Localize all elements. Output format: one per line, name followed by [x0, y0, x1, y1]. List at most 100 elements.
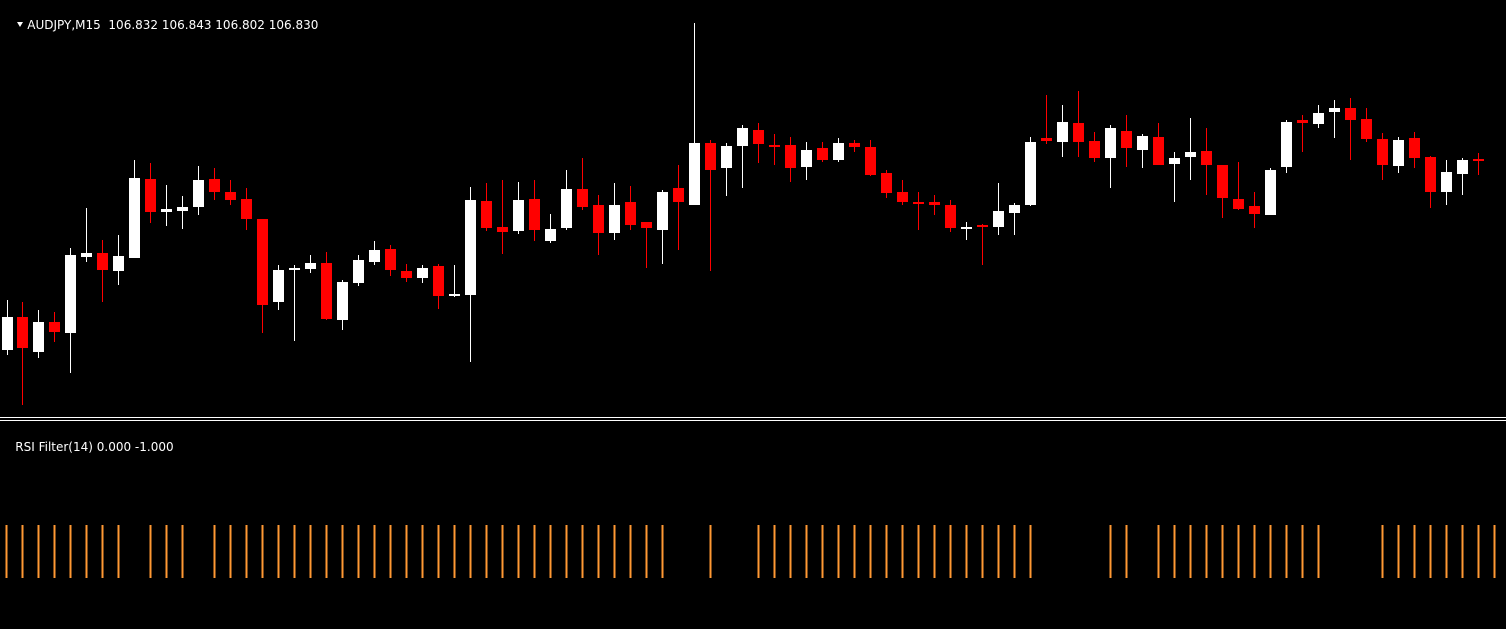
candle-body-bull [1393, 140, 1404, 166]
candle-body-bear [529, 199, 540, 230]
candle-body-bull [961, 227, 972, 229]
candle-body-bull [545, 229, 556, 241]
candle-body-bull [1457, 160, 1468, 174]
candle-body-bear [1297, 120, 1308, 123]
candle-body-bear [1041, 138, 1052, 141]
candle-body-bull [417, 268, 428, 278]
candle-body-bull [721, 146, 732, 168]
candle-body-bear [1153, 137, 1164, 165]
candle-body-bear [753, 130, 764, 144]
candle-body-bull [113, 256, 124, 271]
candle-body-bull [1265, 170, 1276, 215]
candle-body-bull [305, 263, 316, 269]
candle-body-bull [465, 200, 476, 295]
candle-body-bear [641, 222, 652, 228]
candle-body-bear [1425, 157, 1436, 192]
candle-body-bear [225, 192, 236, 200]
candle-body-bear [145, 179, 156, 212]
candle-body-bull [161, 209, 172, 212]
candle-body-bear [625, 202, 636, 225]
triangle-down-icon [17, 22, 24, 27]
candle-body-bear [241, 199, 252, 219]
candle-body-bear [929, 202, 940, 205]
candle-body-bull [33, 322, 44, 352]
candle-body-bull [337, 282, 348, 320]
candle-body-bull [2, 317, 13, 350]
price-window-header: AUDJPY,M15 106.832 106.843 106.802 106.8… [2, 4, 318, 46]
candle-body-bear [1121, 131, 1132, 148]
candle-body-bear [1217, 165, 1228, 198]
candle-body-bear [1249, 206, 1260, 214]
candle-body-bear [1473, 159, 1484, 161]
candle-body-bear [865, 147, 876, 175]
candle-body-bull [561, 189, 572, 228]
candle-body-bear [433, 266, 444, 296]
candle-body-bear [1201, 151, 1212, 165]
candle-body-bull [513, 200, 524, 231]
candle-body-bear [673, 188, 684, 202]
candle-body-bull [1009, 205, 1020, 213]
indicator-title: RSI Filter(14) 0.000 -1.000 [15, 440, 174, 454]
candle-body-bear [321, 263, 332, 319]
candle-body-bear [897, 192, 908, 202]
candle-body-bull [1329, 108, 1340, 112]
candle-body-bull [801, 150, 812, 167]
candle-body-bull [273, 270, 284, 302]
candle-body-bear [97, 253, 108, 270]
candle-body-bear [881, 173, 892, 193]
candle-body-bear [401, 271, 412, 278]
candle-body-bull [609, 205, 620, 233]
candle-body-bull [449, 294, 460, 296]
candle-body-bull [1057, 122, 1068, 142]
candle-body-bear [1233, 199, 1244, 209]
candle-body-bull [833, 143, 844, 160]
candle-body-bear [705, 143, 716, 170]
candle-body-bear [577, 189, 588, 207]
candle-body-bull [369, 250, 380, 262]
candle-body-bull [1137, 136, 1148, 150]
symbol-timeframe: AUDJPY,M15 [27, 18, 101, 32]
candle-body-bear [1073, 123, 1084, 142]
candle-body-bear [945, 205, 956, 228]
candle-body-bull [129, 178, 140, 258]
candle-body-bull [689, 143, 700, 205]
candle-body-bull [65, 255, 76, 333]
candle-body-bull [1441, 172, 1452, 192]
candle-body-bear [209, 179, 220, 192]
candle-body-bull [1313, 113, 1324, 124]
candle-body-bull [657, 192, 668, 230]
candle-body-bear [1377, 139, 1388, 165]
candle-body-bear [1089, 141, 1100, 158]
candle-body-bull [1169, 158, 1180, 164]
candle-body-bear [17, 317, 28, 348]
candle-body-bear [385, 249, 396, 270]
candle-body-bear [497, 227, 508, 232]
candle-body-bull [289, 268, 300, 270]
candle-body-bull [1185, 152, 1196, 157]
candle-body-bear [1361, 119, 1372, 139]
candle-body-bear [593, 205, 604, 233]
candle-body-bull [737, 128, 748, 146]
candle-body-bull [1105, 128, 1116, 158]
candle-body-bear [769, 145, 780, 147]
candle-body-bear [977, 225, 988, 227]
indicator-window-header: RSI Filter(14) 0.000 -1.000 [0, 426, 174, 468]
candle-body-bull [1025, 142, 1036, 205]
candle-body-bull [177, 207, 188, 211]
candle-body-bull [993, 211, 1004, 227]
candle-body-bull [193, 180, 204, 207]
candle-body-bear [785, 145, 796, 168]
candle-body-bull [81, 253, 92, 257]
candle-body-bear [1345, 108, 1356, 120]
candle-body-bear [49, 322, 60, 332]
candle-body-bear [849, 143, 860, 147]
candle-body-bull [1281, 122, 1292, 167]
candle-body-bear [913, 202, 924, 204]
candle-body-bear [481, 201, 492, 228]
candle-body-bull [353, 260, 364, 283]
candle-body-bear [257, 219, 268, 305]
ohlc-values: 106.832 106.843 106.802 106.830 [108, 18, 319, 32]
candle-body-bear [817, 148, 828, 160]
